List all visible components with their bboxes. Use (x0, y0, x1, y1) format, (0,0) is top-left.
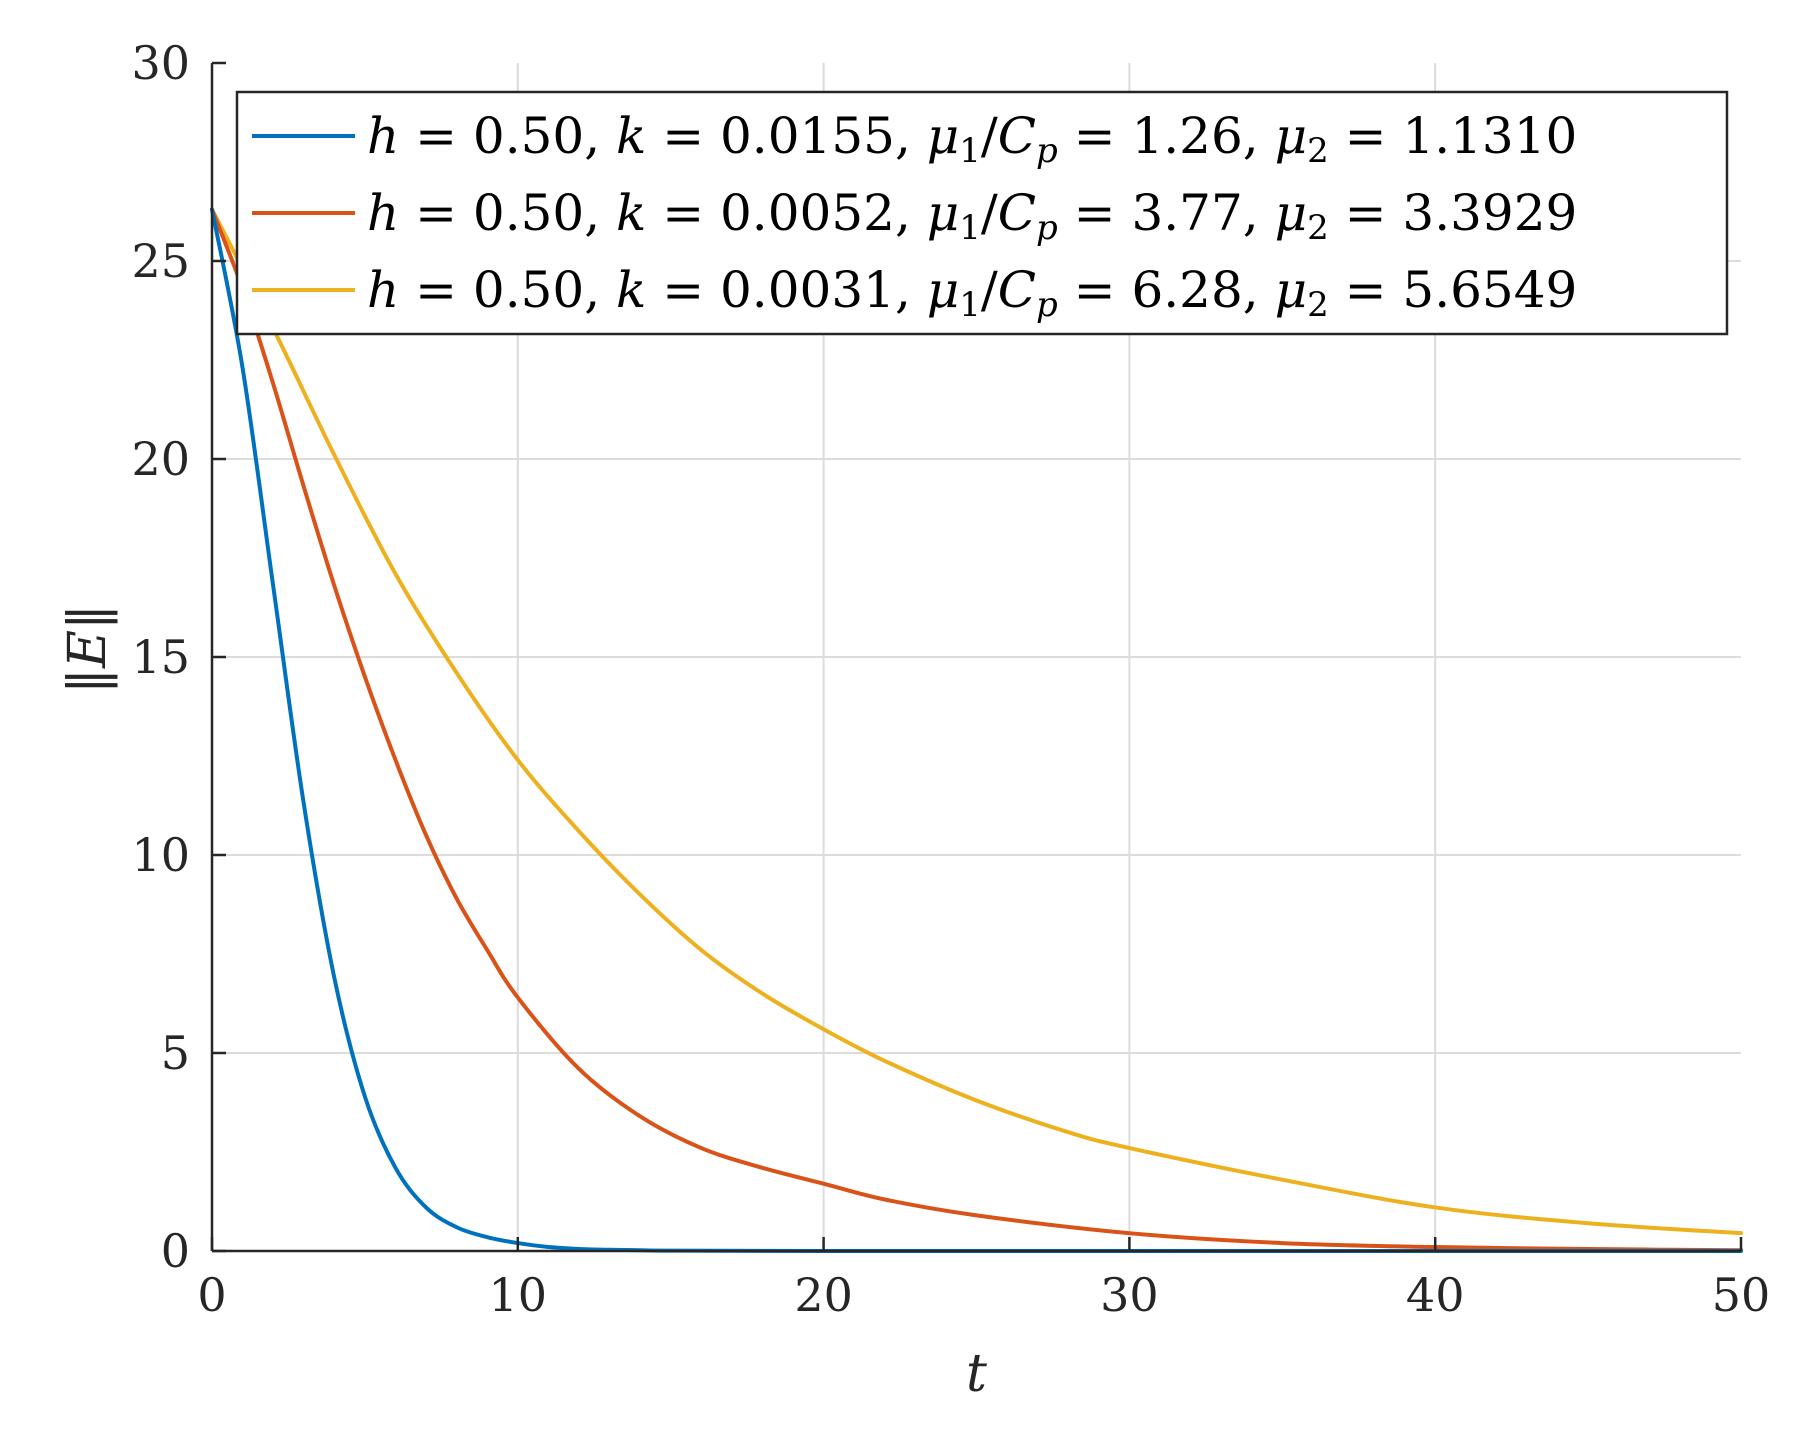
y-tick-label: 10 (131, 828, 190, 882)
x-tick-label: 40 (1406, 1268, 1465, 1322)
y-tick-label: 0 (161, 1224, 190, 1278)
y-tick-label: 5 (161, 1026, 190, 1080)
legend-entry-3: h = 0.50, k = 0.0031, μ1/Cp = 6.28, μ2 =… (367, 261, 1577, 325)
x-tick-label: 0 (197, 1268, 226, 1322)
x-tick-label: 30 (1100, 1268, 1159, 1322)
legend-entry-1: h = 0.50, k = 0.0155, μ1/Cp = 1.26, μ2 =… (367, 107, 1577, 171)
x-tick-label: 20 (794, 1268, 853, 1322)
legend-box (235, 90, 1729, 336)
x-axis-label: t (966, 1344, 987, 1404)
series-line-3 (210, 207, 1743, 1236)
series-line-2 (210, 207, 1743, 1253)
x-tick-label: 50 (1712, 1268, 1771, 1322)
axes (210, 61, 1743, 1253)
y-axis-label: ‖E‖ (58, 604, 118, 694)
legend: h = 0.50, k = 0.0155, μ1/Cp = 1.26, μ2 =… (235, 90, 1729, 336)
y-tick-label: 20 (131, 432, 190, 486)
legend-entry-2: h = 0.50, k = 0.0052, μ1/Cp = 3.77, μ2 =… (367, 184, 1577, 248)
y-tick-label: 25 (131, 234, 190, 288)
tick-labels: 0 10 20 30 40 50 0 5 10 15 20 25 30 (131, 36, 1770, 1322)
y-tick-label: 30 (131, 36, 190, 90)
x-tick-label: 10 (489, 1268, 548, 1322)
y-tick-label: 15 (131, 630, 190, 684)
